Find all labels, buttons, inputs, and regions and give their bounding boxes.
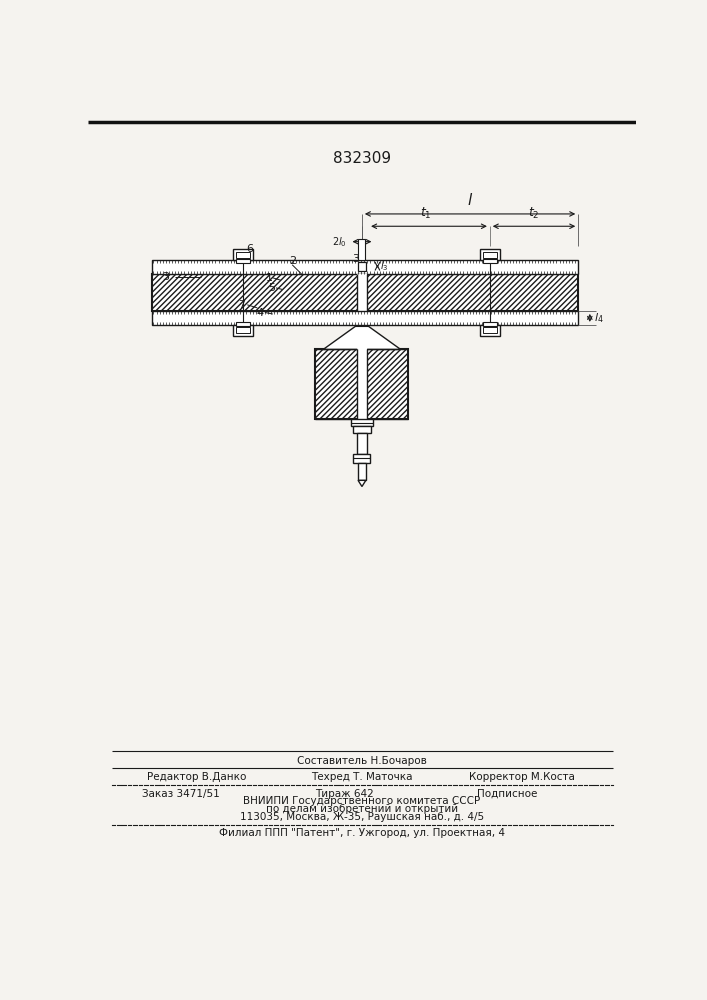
Bar [358,463,366,480]
Bar [236,322,250,326]
Bar [480,249,500,260]
Text: ВНИИПИ Государственного комитета СССР: ВНИИПИ Государственного комитета СССР [243,796,481,806]
Text: 5: 5 [269,283,276,293]
Text: 3: 3 [163,272,170,282]
Bar [358,262,366,271]
Bar [152,260,578,274]
Text: $l$: $l$ [467,192,473,208]
Text: Корректор М.Коста: Корректор М.Коста [469,772,575,782]
Bar [483,322,497,326]
Bar [351,419,373,426]
Text: 832309: 832309 [333,151,391,166]
Text: 7: 7 [238,300,245,310]
Text: 1: 1 [265,273,272,283]
Text: $t_1$: $t_1$ [420,206,432,221]
Text: Составитель Н.Бочаров: Составитель Н.Бочаров [297,756,427,766]
Bar [357,348,367,420]
Text: Подписное: Подписное [477,789,537,799]
Bar [236,259,250,263]
Bar [483,259,497,263]
Text: Техред Т. Маточка: Техред Т. Маточка [311,772,413,782]
Text: $2l_0$: $2l_0$ [332,235,347,249]
Text: $t_2$: $t_2$ [528,206,539,221]
Text: Редактор В.Данко: Редактор В.Данко [147,772,247,782]
Bar [354,454,370,463]
Text: 113035, Москва, Ж-35, Раушская наб., д. 4/5: 113035, Москва, Ж-35, Раушская наб., д. … [240,812,484,822]
Bar [483,252,497,258]
Polygon shape [358,480,366,487]
Bar [353,426,371,433]
Text: $l_4$: $l_4$ [594,311,603,325]
Bar [315,349,409,419]
Text: Заказ 3471/51: Заказ 3471/51 [143,789,221,799]
Bar [358,239,366,260]
Bar [152,274,578,311]
Text: Тираж 642: Тираж 642 [315,789,373,799]
Text: $l_3$: $l_3$ [380,259,388,273]
Bar [236,327,250,333]
Bar [357,433,367,454]
Bar [233,249,253,260]
Bar [480,325,500,336]
Bar [483,327,497,333]
Text: 6: 6 [246,244,253,254]
Text: 3: 3 [352,254,359,264]
Bar [357,274,367,311]
Text: 2: 2 [288,256,296,266]
Bar [236,252,250,258]
Text: по делам изобретений и открытий: по делам изобретений и открытий [266,804,458,814]
Bar [233,325,253,336]
Polygon shape [323,326,401,349]
Bar [152,311,578,325]
Text: Филиал ППП "Патент", г. Ужгород, ул. Проектная, 4: Филиал ППП "Патент", г. Ужгород, ул. Про… [219,828,505,838]
Text: 4: 4 [257,308,264,318]
